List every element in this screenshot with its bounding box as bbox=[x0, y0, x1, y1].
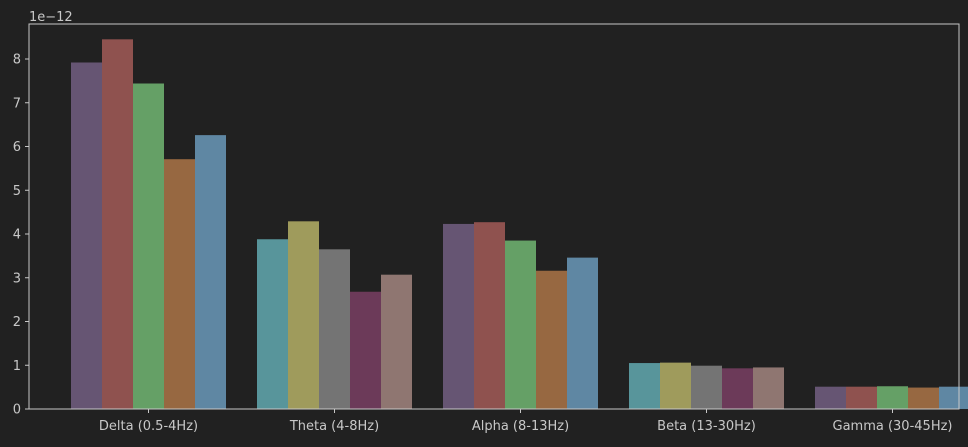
bar-4-0 bbox=[815, 386, 846, 409]
y-tick-label: 7 bbox=[13, 96, 21, 111]
bar-0-3 bbox=[164, 159, 195, 409]
bar-3-0 bbox=[629, 363, 660, 409]
y-tick-label: 2 bbox=[13, 315, 21, 330]
y-tick-label: 0 bbox=[13, 403, 21, 418]
bar-4-4 bbox=[939, 386, 968, 409]
x-tick-label: Gamma (30-45Hz) bbox=[833, 419, 953, 434]
bar-0-0 bbox=[71, 62, 102, 409]
x-tick-label: Beta (13-30Hz) bbox=[657, 419, 756, 434]
bar-1-1 bbox=[288, 221, 319, 409]
bar-0-4 bbox=[195, 135, 226, 409]
bar-1-2 bbox=[319, 249, 350, 409]
bar-0-2 bbox=[133, 83, 164, 409]
x-axis-ticks: Delta (0.5-4Hz) Theta (4-8Hz) Alpha (8-13H… bbox=[99, 409, 953, 434]
y-offset-label: 1e−12 bbox=[29, 10, 73, 25]
x-tick-label: Alpha (8-13Hz) bbox=[472, 419, 569, 434]
y-tick-label: 5 bbox=[13, 184, 21, 199]
y-tick-label: 3 bbox=[13, 271, 21, 286]
bar-1-3 bbox=[350, 291, 381, 409]
bar-3-4 bbox=[753, 367, 784, 409]
y-tick-label: 6 bbox=[13, 140, 21, 155]
bar-3-3 bbox=[722, 368, 753, 409]
y-tick-label: 4 bbox=[13, 228, 21, 243]
bars-group bbox=[71, 39, 968, 409]
bar-2-4 bbox=[567, 257, 598, 409]
bar-1-0 bbox=[257, 239, 288, 409]
bar-3-1 bbox=[660, 362, 691, 409]
bar-0-1 bbox=[102, 39, 133, 409]
y-tick-label: 1 bbox=[13, 359, 21, 374]
x-tick-label: Theta (4-8Hz) bbox=[289, 419, 379, 434]
bar-2-0 bbox=[443, 223, 474, 409]
bar-2-3 bbox=[536, 270, 567, 409]
y-tick-label: 8 bbox=[13, 53, 21, 68]
bar-4-3 bbox=[908, 387, 939, 409]
axes-frame bbox=[28, 23, 960, 410]
bar-1-4 bbox=[381, 274, 412, 409]
bar-2-2 bbox=[505, 240, 536, 409]
bar-4-1 bbox=[846, 386, 877, 409]
bar-3-2 bbox=[691, 365, 722, 409]
bar-4-2 bbox=[877, 386, 908, 409]
bar-2-1 bbox=[474, 222, 505, 409]
x-tick-label: Delta (0.5-4Hz) bbox=[99, 419, 198, 434]
y-axis-ticks: 0 1 2 3 4 5 6 7 8 bbox=[13, 53, 29, 418]
